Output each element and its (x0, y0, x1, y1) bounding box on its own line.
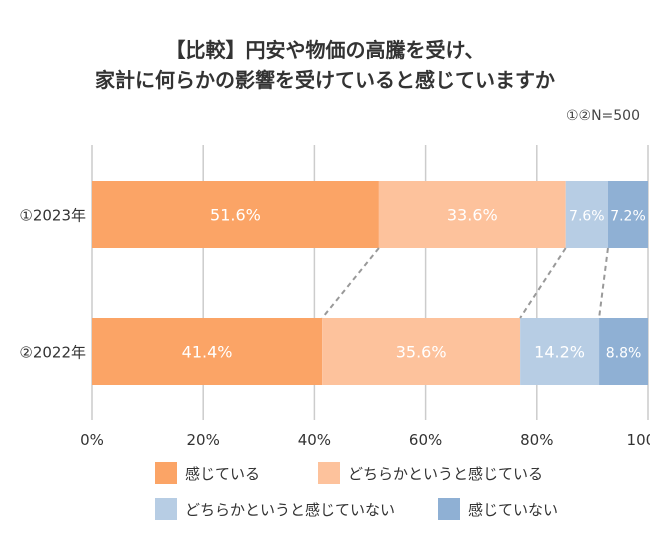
x-tick-label: 20% (187, 431, 220, 449)
chart-title-line1: 【比較】円安や物価の高騰を受け、 (165, 38, 485, 62)
x-tick-label: 0% (80, 431, 104, 449)
legend-label: どちらかというと感じている (348, 464, 544, 483)
bar-segment (599, 318, 648, 385)
legend-item-0: 感じている (155, 462, 260, 484)
data-label: 7.6% (569, 209, 605, 225)
legend-label: 感じている (185, 464, 261, 483)
bar-segment (565, 181, 608, 248)
category-label: ①2023年 (19, 207, 86, 225)
connector-line (321, 247, 380, 319)
legend-item-3: 感じていない (438, 498, 558, 520)
legend-swatch (155, 498, 177, 520)
bar-segment (520, 318, 600, 385)
legend-swatch (438, 498, 460, 520)
legend-item-2: どちらかというと感じていない (155, 498, 395, 520)
x-tick-label: 80% (520, 431, 553, 449)
bar-segment (92, 181, 379, 248)
legend-item-1: どちらかというと感じている (318, 462, 543, 484)
legend-swatch (155, 462, 177, 484)
data-label: 41.4% (182, 343, 233, 362)
category-label: ②2022年 (19, 344, 86, 362)
connector-line (519, 247, 567, 319)
sample-size-note: ①②N=500 (565, 108, 640, 124)
data-label: 33.6% (447, 206, 498, 225)
data-label: 14.2% (534, 343, 585, 362)
legend-label: どちらかというと感じていない (185, 500, 396, 519)
data-label: 51.6% (210, 206, 261, 225)
x-tick-label: 40% (298, 431, 331, 449)
bar-segment (607, 181, 648, 248)
bar-segment (322, 318, 521, 385)
legend-swatch (318, 462, 340, 484)
connector-line (598, 247, 609, 319)
bar-segment (378, 181, 566, 248)
data-label: 8.8% (606, 346, 642, 362)
x-tick-label: 100% (627, 431, 650, 449)
x-tick-label: 60% (409, 431, 442, 449)
legend-label: 感じていない (468, 500, 559, 519)
bar-segment (92, 318, 323, 385)
data-label: 7.2% (610, 209, 646, 225)
data-label: 35.6% (396, 343, 447, 362)
chart-title-line2: 家計に何らかの影響を受けていると感じていますか (95, 68, 555, 92)
